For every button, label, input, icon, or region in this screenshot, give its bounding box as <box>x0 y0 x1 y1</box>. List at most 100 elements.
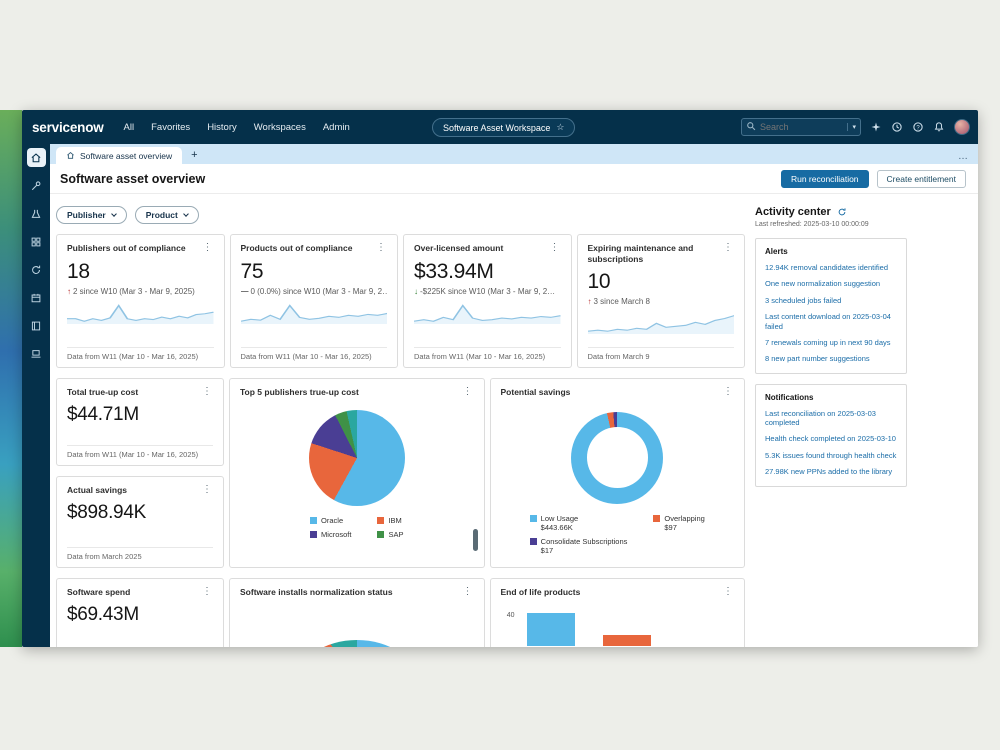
actual-savings-card: Actual savings ⋮ $898.94K Data from Marc… <box>56 476 224 568</box>
kpi-delta: ↑ 3 since March 8 <box>587 297 650 307</box>
installs-normalization-card: Software installs normalization status ⋮ <box>229 578 485 647</box>
workspace-pill[interactable]: Software Asset Workspace ☆ <box>432 118 576 137</box>
nav-item-admin[interactable]: Admin <box>322 121 350 133</box>
rail-docs-icon[interactable] <box>27 316 46 335</box>
potential-savings-card: Potential savings ⋮ Low Usage $443.66K Ov… <box>489 378 745 568</box>
favorite-star-icon[interactable]: ☆ <box>556 122 565 132</box>
tab-overflow-icon[interactable]: … <box>958 151 969 162</box>
search-scope-caret-icon[interactable]: ▾ <box>847 123 856 131</box>
create-entitlement-button[interactable]: Create entitlement <box>876 169 966 188</box>
left-icon-rail <box>22 144 50 647</box>
publisher-filter[interactable]: Publisher <box>56 206 127 224</box>
product-filter[interactable]: Product <box>134 206 199 224</box>
run-reconciliation-button[interactable]: Run reconciliation <box>780 169 869 188</box>
publisher-filter-label: Publisher <box>67 210 106 220</box>
card-menu-icon[interactable]: ⋮ <box>723 386 733 397</box>
product-filter-label: Product <box>145 210 178 220</box>
notification-link[interactable]: 27.98K new PPNs added to the library <box>765 467 893 477</box>
chevron-down-icon <box>110 211 117 217</box>
rail-experiments-icon[interactable] <box>27 204 46 223</box>
legend-swatch <box>377 530 385 538</box>
nav-item-favorites[interactable]: Favorites <box>151 121 191 133</box>
kpi-row: Publishers out of compliance ⋮ 18 ↑ 2 sin… <box>56 234 745 368</box>
card-title: End of life products <box>500 587 581 597</box>
card-menu-icon[interactable]: ⋮ <box>462 586 473 597</box>
legend-value: $443.66K <box>540 522 573 532</box>
legend-value: $97 <box>664 522 677 532</box>
rail-home-icon[interactable] <box>26 148 46 167</box>
help-icon[interactable]: ? <box>912 121 924 133</box>
alert-link[interactable]: One new normalization suggestion <box>765 279 881 289</box>
card-menu-icon[interactable]: ⋮ <box>202 386 212 397</box>
app-window: servicenow All Favorites History Workspa… <box>22 110 978 647</box>
sparkline-chart <box>587 310 734 335</box>
bottom-row: Software spend ⋮ $69.43M Software instal… <box>56 578 745 647</box>
legend-scrollbar[interactable] <box>472 529 478 551</box>
kpi-value: 18 <box>67 259 90 283</box>
search-input[interactable] <box>756 122 848 132</box>
rail-calendar-icon[interactable] <box>27 288 46 307</box>
card-footer: Data from W11 (Mar 10 - Mar 16, 2025) <box>414 347 561 361</box>
notification-link[interactable]: Last reconciliation on 2025-03-03 comple… <box>765 408 876 427</box>
main-nav: All Favorites History Workspaces Admin <box>124 122 350 133</box>
rail-wrench-icon[interactable] <box>27 176 46 195</box>
trend-arrow-icon: — <box>240 286 249 296</box>
notifications-bell-icon[interactable] <box>933 121 945 133</box>
software-spend-card: Software spend ⋮ $69.43M <box>56 578 224 647</box>
legend-label: IBM <box>388 515 402 525</box>
bar-chart-area: 40 <box>501 612 735 646</box>
global-search[interactable]: ▾ <box>741 118 861 136</box>
nav-item-workspaces[interactable]: Workspaces <box>253 121 306 133</box>
card-footer: Data from March 2025 <box>67 547 213 561</box>
svg-text:?: ? <box>916 125 920 131</box>
new-tab-button[interactable]: + <box>191 149 198 161</box>
legend-swatch <box>310 530 318 538</box>
ai-sparkle-icon[interactable] <box>870 121 882 133</box>
stat-value: $898.94K <box>67 501 146 523</box>
nav-item-history[interactable]: History <box>207 121 237 133</box>
card-menu-icon[interactable]: ⋮ <box>723 586 733 597</box>
tab-software-asset-overview[interactable]: Software asset overview <box>56 147 183 164</box>
kpi-card-expiring-maintenance: Expiring maintenance and subscriptions ⋮… <box>576 234 745 368</box>
legend-swatch <box>529 514 537 522</box>
card-menu-icon[interactable]: ⋮ <box>202 242 213 253</box>
card-menu-icon[interactable]: ⋮ <box>202 586 212 597</box>
tab-home-icon <box>67 151 74 159</box>
alert-link[interactable]: 12.94K removal candidates identified <box>765 263 888 272</box>
alert-link[interactable]: 7 renewals coming up in next 90 days <box>765 337 891 347</box>
user-avatar[interactable] <box>954 119 970 135</box>
donut-legend: Low Usage $443.66K Overlapping $97 Consoli… <box>501 514 735 555</box>
alert-link[interactable]: Last content download on 2025-03-04 fail… <box>765 312 891 331</box>
rail-sync-icon[interactable] <box>27 260 46 279</box>
card-footer: Data from W11 (Mar 10 - Mar 16, 2025) <box>67 445 213 459</box>
card-menu-icon[interactable]: ⋮ <box>723 242 733 253</box>
sparkline-chart <box>240 300 387 324</box>
card-title: Software spend <box>67 587 131 597</box>
trend-arrow-icon: ↑ <box>587 297 592 307</box>
card-title: Potential savings <box>500 387 571 397</box>
card-menu-icon[interactable]: ⋮ <box>549 242 560 253</box>
alert-link[interactable]: 8 new part number suggestions <box>765 354 870 364</box>
card-menu-icon[interactable]: ⋮ <box>462 386 473 397</box>
refresh-icon[interactable] <box>837 207 847 217</box>
rail-devices-icon[interactable] <box>27 344 46 363</box>
alert-link[interactable]: 3 scheduled jobs failed <box>765 295 842 305</box>
kpi-value: 75 <box>240 259 264 283</box>
tab-bar: Software asset overview + … <box>50 144 978 164</box>
notification-link[interactable]: 5.3K issues found through health check <box>765 450 897 460</box>
card-menu-icon[interactable]: ⋮ <box>202 484 212 495</box>
normalization-donut-chart <box>297 639 416 647</box>
servicenow-logo: servicenow <box>32 119 104 135</box>
page-title: Software asset overview <box>60 171 206 186</box>
card-menu-icon[interactable]: ⋮ <box>376 242 386 253</box>
chevron-down-icon <box>183 211 189 217</box>
card-title: Publishers out of compliance <box>67 243 186 253</box>
activity-icon[interactable] <box>891 121 903 133</box>
legend-swatch <box>377 516 385 524</box>
top5-publishers-card: Top 5 publishers true-up cost ⋮ Oracle I… <box>229 378 485 568</box>
stat-value: $69.43M <box>67 603 139 625</box>
notification-link[interactable]: Health check completed on 2025-03-10 <box>765 434 896 444</box>
card-title: Products out of compliance <box>240 243 353 253</box>
nav-item-all[interactable]: All <box>123 121 135 133</box>
rail-apps-grid-icon[interactable] <box>27 232 46 251</box>
